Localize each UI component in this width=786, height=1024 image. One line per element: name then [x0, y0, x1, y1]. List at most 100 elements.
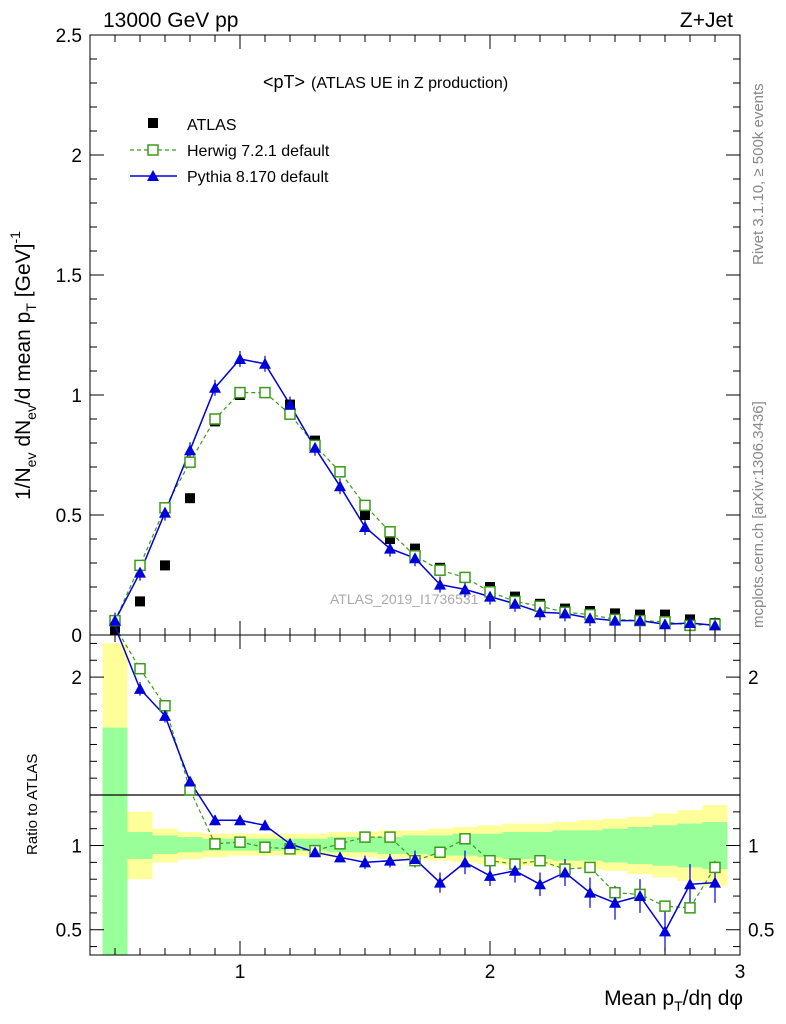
- band-inner-segment: [402, 835, 428, 854]
- x-tick-label: 2: [485, 962, 496, 983]
- ratio-pythia-point: [434, 876, 446, 888]
- ratio-pythia-point: [484, 869, 496, 881]
- band-inner-segment: [177, 837, 203, 853]
- herwig-point: [209, 413, 221, 425]
- legend-pythia-label: Pythia 8.170 default: [187, 169, 329, 186]
- ratio-herwig-point: [709, 861, 721, 874]
- band-inner-segment: [477, 833, 503, 858]
- legend-pythia-marker: [147, 170, 159, 181]
- herwig-point: [384, 526, 396, 538]
- band-inner-segment: [627, 827, 653, 865]
- ratio-y-tick-label: 1: [71, 837, 82, 858]
- pythia-line: [114, 358, 716, 627]
- pythia-point: [609, 614, 621, 626]
- legend-herwig-label: Herwig 7.2.1 default: [187, 143, 330, 160]
- ratio-pythia-point: [384, 854, 396, 866]
- ratio-y-tick-label: 0.5: [56, 921, 82, 942]
- ratio-series-layer: [114, 626, 721, 952]
- atlas-point: [185, 493, 195, 504]
- pythia-point: [634, 614, 646, 626]
- ratio-pythia-point: [709, 876, 721, 888]
- pythia-point: [309, 441, 321, 453]
- ratio-y-tick-label: 2: [71, 668, 82, 689]
- ratio-pythia-point: [359, 856, 371, 868]
- ratio-herwig-point: [484, 854, 496, 867]
- ratio-ticks: [89, 635, 741, 955]
- atlas-point: [660, 609, 670, 620]
- pythia-point: [409, 552, 421, 564]
- chart-title-sub: (ATLAS UE in Z production): [311, 75, 508, 92]
- pythia-point: [584, 612, 596, 624]
- pythia-point: [384, 542, 396, 554]
- ratio-herwig-point: [459, 833, 471, 845]
- rivet-label: Rivet 3.1.10, ≥ 500k events: [750, 83, 767, 265]
- band-inner-segment: [677, 823, 703, 868]
- x-tick-label: 3: [735, 962, 746, 983]
- band-inner-segment: [652, 825, 678, 866]
- ratio-y-tick-label-right: 1: [748, 837, 759, 858]
- atlas-point: [135, 596, 145, 607]
- ratio-pythia-point: [134, 682, 146, 694]
- main-panel: ATLAS_2019_I1736531 0 0.5 1 1.5 2 2.5 <pT> (AT…: [7, 26, 741, 647]
- ratio-panel: 0.5 0.5 1 1 2 2 1 2 3 Ratio to ATLAS Mean pT/dη …: [24, 626, 775, 1014]
- band-inner-segment: [527, 832, 553, 859]
- ratio-pythia-point: [609, 896, 621, 908]
- y-tick-label: 0.5: [56, 506, 82, 527]
- herwig-point: [284, 408, 296, 420]
- band-inner-segment: [302, 838, 328, 851]
- atlas-point: [385, 534, 395, 544]
- ratio-pythia-point: [234, 814, 246, 826]
- ratio-pythia-point: [509, 864, 521, 876]
- band-inner-segment: [102, 727, 128, 955]
- band-inner-segment: [152, 835, 178, 854]
- ratio-bands: [102, 643, 728, 955]
- y-tick-label: 1: [71, 386, 82, 407]
- ratio-y-axis-label: Ratio to ATLAS: [24, 754, 41, 855]
- pythia-point: [684, 617, 696, 628]
- ratio-herwig-point: [684, 902, 696, 914]
- herwig-point: [334, 466, 346, 478]
- ratio-herwig-point: [259, 841, 271, 853]
- y-tick-label: 1.5: [56, 266, 82, 287]
- ratio-herwig-point: [359, 831, 371, 843]
- chart-title-main: <pT>: [263, 72, 305, 92]
- ratio-pythia-point: [184, 775, 196, 787]
- ratio-tick-labels: 0.5 0.5 1 1 2 2 1 2 3: [56, 668, 775, 983]
- legend-herwig-marker: [147, 144, 159, 156]
- ratio-herwig-point: [659, 900, 671, 912]
- pythia-point: [184, 444, 196, 456]
- band-inner-segment: [602, 828, 628, 863]
- herwig-point: [234, 386, 246, 399]
- ratio-herwig-point: [384, 831, 396, 843]
- band-inner-segment: [452, 833, 478, 856]
- atlas-point: [160, 560, 170, 571]
- pythia-point: [659, 618, 671, 630]
- y-tick-label: 0: [71, 626, 82, 647]
- ratio-pythia-point: [634, 890, 646, 902]
- ratio-herwig-point: [334, 838, 346, 850]
- ratio-y-tick-label-right: 0.5: [748, 921, 774, 942]
- legend: ATLAS Herwig 7.2.1 default Pythia 8.170 …: [130, 117, 330, 186]
- main-y-tick-labels: 0 0.5 1 1.5 2 2.5: [56, 26, 82, 647]
- legend-atlas-label: ATLAS: [187, 117, 237, 134]
- y-axis-label: 1/Nev dNev/d mean pT [GeV]-1: [7, 231, 39, 500]
- pythia-point: [534, 606, 546, 618]
- ratio-pythia-point: [409, 853, 421, 864]
- atlas-point: [610, 608, 620, 619]
- pythia-point: [709, 619, 721, 631]
- atlas-point: [360, 510, 370, 520]
- pythia-point: [134, 566, 146, 578]
- ratio-pythia-point: [284, 837, 296, 849]
- ratio-pythia-point: [659, 925, 671, 937]
- ratio-pythia-point: [309, 846, 321, 858]
- pythia-point: [459, 583, 471, 595]
- watermark-label: ATLAS_2019_I1736531: [330, 591, 479, 607]
- ratio-pythia-point: [209, 814, 221, 826]
- mcplots-label: mcplots.cern.ch [arXiv:1306.3436]: [750, 401, 767, 628]
- x-axis-label: Mean pT/dη dφ: [604, 987, 743, 1014]
- ratio-pythia-point: [259, 819, 271, 831]
- main-series-layer: [109, 351, 721, 636]
- y-tick-label: 2: [71, 146, 82, 167]
- band-inner-segment: [352, 837, 378, 853]
